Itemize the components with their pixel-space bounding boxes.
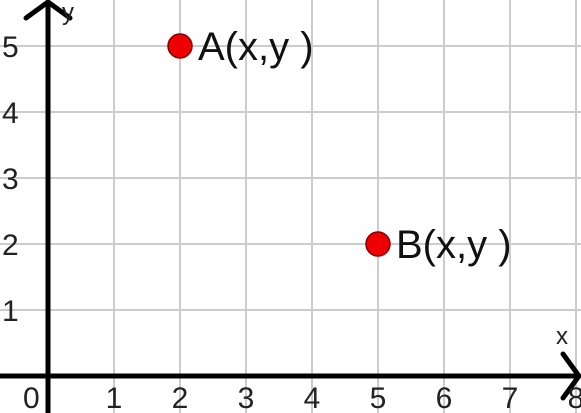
y-tick-label: 5: [2, 31, 19, 64]
point-label: B(x,y ): [396, 223, 512, 267]
x-tick-label: 6: [436, 382, 453, 413]
y-axis-label: y: [62, 0, 74, 26]
x-tick-label: 1: [106, 382, 123, 413]
y-axis-arrow-icon: [23, 0, 73, 21]
y-tick-label: 2: [2, 229, 19, 262]
data-point: [167, 33, 193, 59]
y-tick-label: 3: [2, 163, 19, 196]
y-tick-label: 4: [2, 97, 19, 130]
y-tick-label: 1: [2, 295, 19, 328]
origin-label: 0: [23, 382, 40, 413]
x-tick-label: 7: [502, 382, 519, 413]
x-tick-label: 2: [172, 382, 189, 413]
data-point: [365, 231, 391, 257]
x-tick-label: 8: [568, 382, 581, 413]
x-tick-label: 5: [370, 382, 387, 413]
point-label: A(x,y ): [198, 25, 314, 69]
data-points: A(x,y ) B(x,y ): [167, 25, 512, 267]
x-tick-label: 3: [238, 382, 255, 413]
x-tick-label: 4: [304, 382, 321, 413]
x-axis-label: x: [556, 323, 568, 350]
x-axis-arrow-icon: [560, 351, 581, 401]
